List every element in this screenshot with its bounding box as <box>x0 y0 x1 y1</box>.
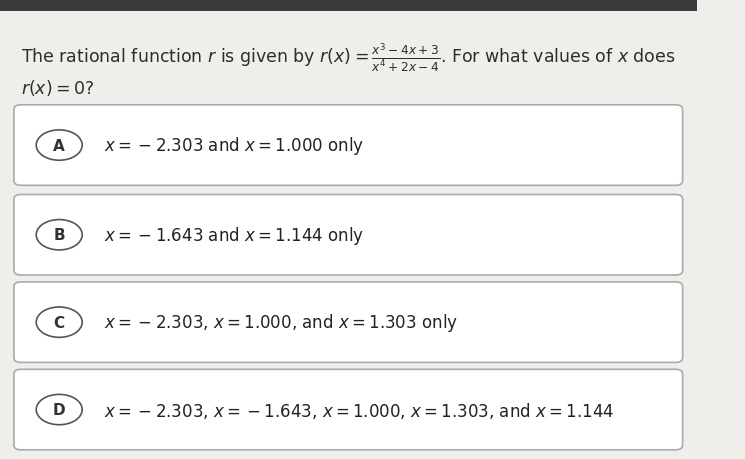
FancyBboxPatch shape <box>14 195 682 275</box>
Text: C: C <box>54 315 65 330</box>
Text: $x = -2.303$ and $x = 1.000$ only: $x = -2.303$ and $x = 1.000$ only <box>104 135 365 157</box>
FancyBboxPatch shape <box>14 369 682 450</box>
Text: A: A <box>54 138 65 153</box>
Circle shape <box>37 395 82 425</box>
Circle shape <box>37 220 82 251</box>
Text: $x = -2.303$, $x = 1.000$, and $x = 1.303$ only: $x = -2.303$, $x = 1.000$, and $x = 1.30… <box>104 312 459 333</box>
Text: B: B <box>54 228 65 243</box>
FancyBboxPatch shape <box>14 106 682 186</box>
Text: D: D <box>53 402 66 417</box>
Circle shape <box>37 308 82 338</box>
Text: The rational function $r$ is given by $r(x) = \frac{x^3-4x+3}{x^4+2x-4}$. For wh: The rational function $r$ is given by $r… <box>21 41 676 98</box>
Text: $x = -1.643$ and $x = 1.144$ only: $x = -1.643$ and $x = 1.144$ only <box>104 224 365 246</box>
Circle shape <box>37 130 82 161</box>
FancyBboxPatch shape <box>14 282 682 363</box>
FancyBboxPatch shape <box>0 0 697 11</box>
Text: $x = -2.303$, $x = -1.643$, $x = 1.000$, $x = 1.303$, and $x = 1.144$: $x = -2.303$, $x = -1.643$, $x = 1.000$,… <box>104 400 615 420</box>
